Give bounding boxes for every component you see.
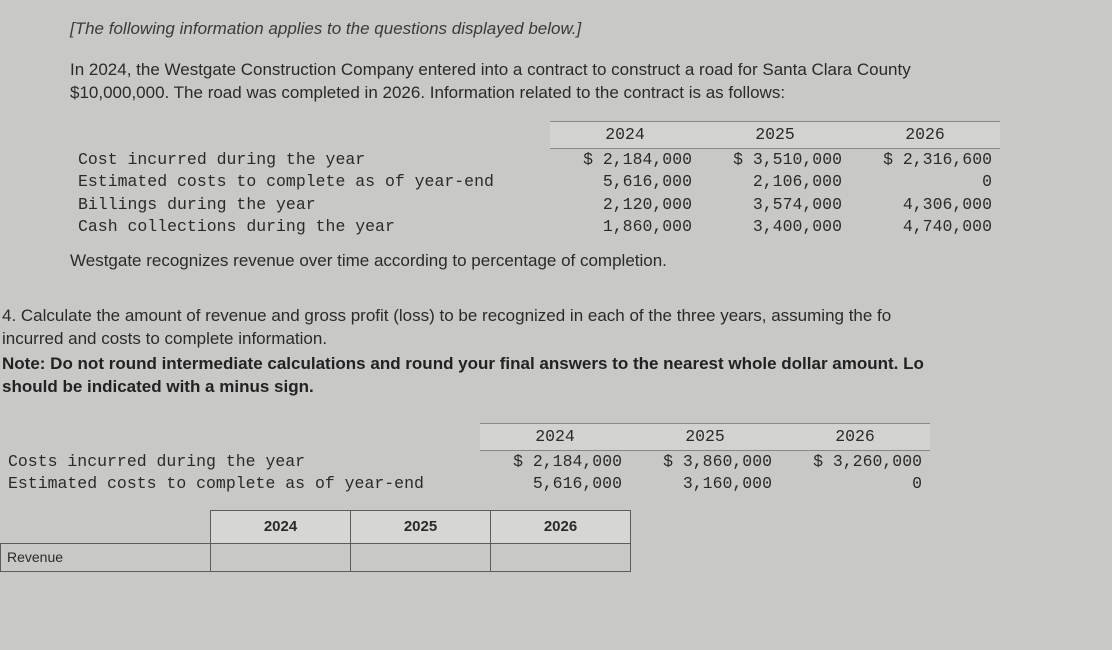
table-row: Revenue <box>1 543 631 571</box>
cell: 3,160,000 <box>630 473 780 495</box>
answer-col-2024: 2024 <box>211 510 351 543</box>
row-label: Estimated costs to complete as of year-e… <box>70 171 550 193</box>
cell: 5,616,000 <box>480 473 630 495</box>
answer-col-2025: 2025 <box>351 510 491 543</box>
cell: 4,306,000 <box>850 194 1000 216</box>
table1-header-row: 2024 2025 2026 <box>70 121 1000 148</box>
cell: 0 <box>780 473 930 495</box>
table-row: Cost incurred during the year $ 2,184,00… <box>70 149 1000 172</box>
cell: $ 2,316,600 <box>850 149 1000 172</box>
cell: 3,574,000 <box>700 194 850 216</box>
revenue-2026-input[interactable] <box>491 543 631 571</box>
answer-col-2026: 2026 <box>491 510 631 543</box>
cell: 5,616,000 <box>550 171 700 193</box>
cell: $ 3,510,000 <box>700 149 850 172</box>
contract-data-table: 2024 2025 2026 Cost incurred during the … <box>70 121 1112 238</box>
revenue-2024-input[interactable] <box>211 543 351 571</box>
q4-text-line2: incurred and costs to complete informati… <box>2 329 327 348</box>
row-label: Cost incurred during the year <box>70 149 550 172</box>
intro-note: [The following information applies to th… <box>70 18 1112 41</box>
q4-note-line2: should be indicated with a minus sign. <box>2 377 314 396</box>
table-row: Estimated costs to complete as of year-e… <box>0 473 930 495</box>
col-2025: 2025 <box>630 423 780 450</box>
row-label: Costs incurred during the year <box>0 451 480 474</box>
revenue-2025-input[interactable] <box>351 543 491 571</box>
cell: $ 2,184,000 <box>550 149 700 172</box>
answer-input-table: 2024 2025 2026 Revenue <box>0 510 631 572</box>
col-2024: 2024 <box>480 423 630 450</box>
table-row: Cash collections during the year 1,860,0… <box>70 216 1000 238</box>
table2-header-row: 2024 2025 2026 <box>0 423 930 450</box>
col-2026: 2026 <box>780 423 930 450</box>
cell: 3,400,000 <box>700 216 850 238</box>
cell: $ 3,860,000 <box>630 451 780 474</box>
row-label: Billings during the year <box>70 194 550 216</box>
cell: 0 <box>850 171 1000 193</box>
row-label: Cash collections during the year <box>70 216 550 238</box>
q4-text-line1: 4. Calculate the amount of revenue and g… <box>2 306 891 325</box>
table-row: Costs incurred during the year $ 2,184,0… <box>0 451 930 474</box>
intro-line1: In 2024, the Westgate Construction Compa… <box>70 60 911 79</box>
cell: $ 2,184,000 <box>480 451 630 474</box>
row-label: Estimated costs to complete as of year-e… <box>0 473 480 495</box>
cell: 4,740,000 <box>850 216 1000 238</box>
cell: $ 3,260,000 <box>780 451 930 474</box>
question-4: 4. Calculate the amount of revenue and g… <box>0 305 1112 399</box>
col-2025: 2025 <box>700 121 850 148</box>
cell: 2,120,000 <box>550 194 700 216</box>
q4-note-line1: Note: Do not round intermediate calculat… <box>2 354 924 373</box>
col-2026: 2026 <box>850 121 1000 148</box>
col-2024: 2024 <box>550 121 700 148</box>
answer-row-label: Revenue <box>1 543 211 571</box>
recognition-note: Westgate recognizes revenue over time ac… <box>70 250 1112 273</box>
cell: 1,860,000 <box>550 216 700 238</box>
table-row: Billings during the year 2,120,000 3,574… <box>70 194 1000 216</box>
alt-cost-table: 2024 2025 2026 Costs incurred during the… <box>0 423 1112 496</box>
intro-line2: $10,000,000. The road was completed in 2… <box>70 83 785 102</box>
cell: 2,106,000 <box>700 171 850 193</box>
intro-paragraph: In 2024, the Westgate Construction Compa… <box>70 59 1112 105</box>
table-row: Estimated costs to complete as of year-e… <box>70 171 1000 193</box>
